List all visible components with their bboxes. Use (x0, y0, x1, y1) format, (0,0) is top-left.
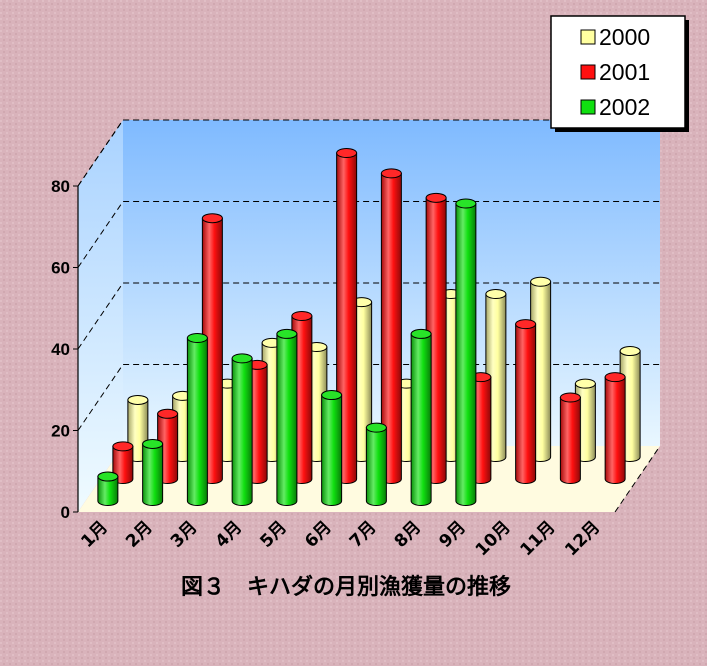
bar-top (530, 276, 552, 287)
y-tick-label: 80 (51, 177, 70, 196)
bar-body (365, 427, 387, 506)
bar-2002-4月 (231, 353, 253, 506)
y-tick-label: 20 (51, 422, 70, 441)
bar-top (574, 378, 596, 389)
bar-body (142, 443, 164, 506)
bar-top (455, 198, 477, 209)
bar-top (231, 353, 253, 364)
bar-top (559, 392, 581, 403)
y-tick-label: 60 (51, 259, 70, 278)
bar-body (455, 203, 477, 506)
bar-2001-11月 (559, 392, 581, 484)
bar-top (321, 390, 343, 401)
bar-2002-3月 (186, 333, 208, 506)
y-tick-label: 40 (51, 340, 70, 359)
bar-body (276, 333, 298, 506)
bar-top (336, 148, 358, 158)
bar-top (186, 333, 208, 343)
side-wall (78, 120, 123, 512)
legend: 2000 2001 2002 (550, 15, 689, 132)
bar-top (127, 394, 149, 405)
bar-top (142, 438, 164, 449)
legend-label: 2002 (599, 94, 650, 120)
bar-2002-5月 (276, 328, 298, 506)
bar-2002-2月 (142, 438, 164, 506)
bar-top (425, 192, 447, 203)
bar-2001-10月 (515, 319, 537, 484)
bar-top (291, 311, 313, 321)
bar-body (604, 376, 626, 484)
y-tick-label: 0 (61, 503, 70, 522)
bar-2002-9月 (455, 198, 477, 506)
bar-body (231, 357, 253, 506)
bar-2001-12月 (604, 372, 626, 484)
bar-top (604, 372, 626, 383)
bar-2001-7月 (380, 168, 402, 484)
bar-top (276, 328, 298, 339)
legend-label: 2000 (599, 24, 650, 50)
bar-2002-8月 (410, 328, 432, 506)
bar-body (559, 397, 581, 484)
floor-edge (614, 445, 661, 513)
bar-body (515, 323, 537, 484)
bar-body (97, 476, 119, 506)
bar-body (321, 394, 343, 506)
bar-2002-1月 (97, 471, 119, 506)
legend-box (550, 15, 686, 129)
bar-body (186, 337, 208, 506)
legend-swatch (580, 99, 596, 115)
bar-2002-7月 (365, 422, 387, 506)
legend-label: 2001 (599, 59, 650, 85)
chart-title: 図３ キハダの月別漁獲量の推移 (181, 574, 511, 600)
legend-swatch (580, 29, 596, 45)
bar-top (485, 289, 507, 299)
bar-top (157, 408, 179, 419)
bar-top (97, 471, 119, 482)
bar-top (619, 346, 641, 357)
bar-top (410, 328, 432, 339)
legend-swatch (580, 64, 596, 80)
bar-2002-6月 (321, 390, 343, 506)
bar-top (380, 168, 402, 179)
bar-top (515, 319, 537, 330)
bar-top (365, 422, 387, 433)
bar-top (112, 441, 134, 452)
bar-body (410, 333, 432, 506)
bar-top (201, 213, 223, 224)
